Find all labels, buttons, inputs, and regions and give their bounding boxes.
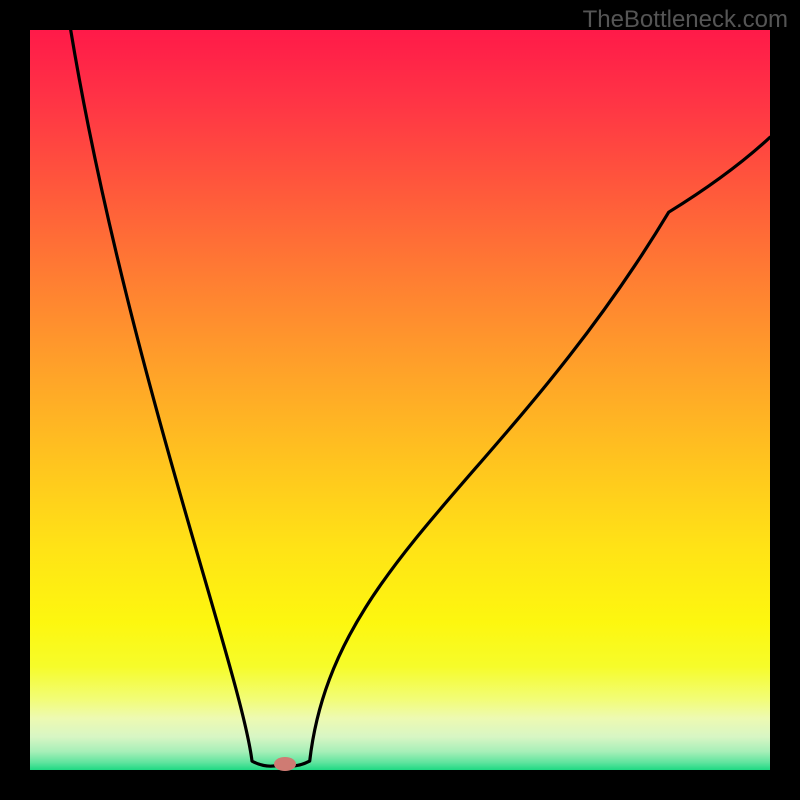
watermark-text: TheBottleneck.com [583, 6, 788, 34]
min-marker [274, 757, 296, 771]
chart-container: TheBottleneck.com [0, 0, 800, 800]
plot-area [30, 30, 770, 770]
